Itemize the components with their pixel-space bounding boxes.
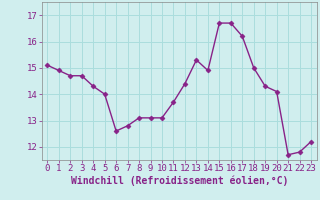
X-axis label: Windchill (Refroidissement éolien,°C): Windchill (Refroidissement éolien,°C) [70, 176, 288, 186]
